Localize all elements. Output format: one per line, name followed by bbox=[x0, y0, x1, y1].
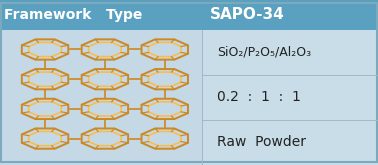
FancyBboxPatch shape bbox=[202, 30, 378, 165]
Text: Raw  Powder: Raw Powder bbox=[217, 135, 306, 149]
FancyBboxPatch shape bbox=[0, 0, 378, 30]
Text: Framework   Type: Framework Type bbox=[4, 8, 142, 22]
Text: SiO₂/P₂O₅/Al₂O₃: SiO₂/P₂O₅/Al₂O₃ bbox=[217, 46, 311, 59]
Text: 0.2  :  1  :  1: 0.2 : 1 : 1 bbox=[217, 90, 301, 104]
Text: SAPO-34: SAPO-34 bbox=[210, 7, 285, 22]
FancyBboxPatch shape bbox=[0, 30, 202, 165]
